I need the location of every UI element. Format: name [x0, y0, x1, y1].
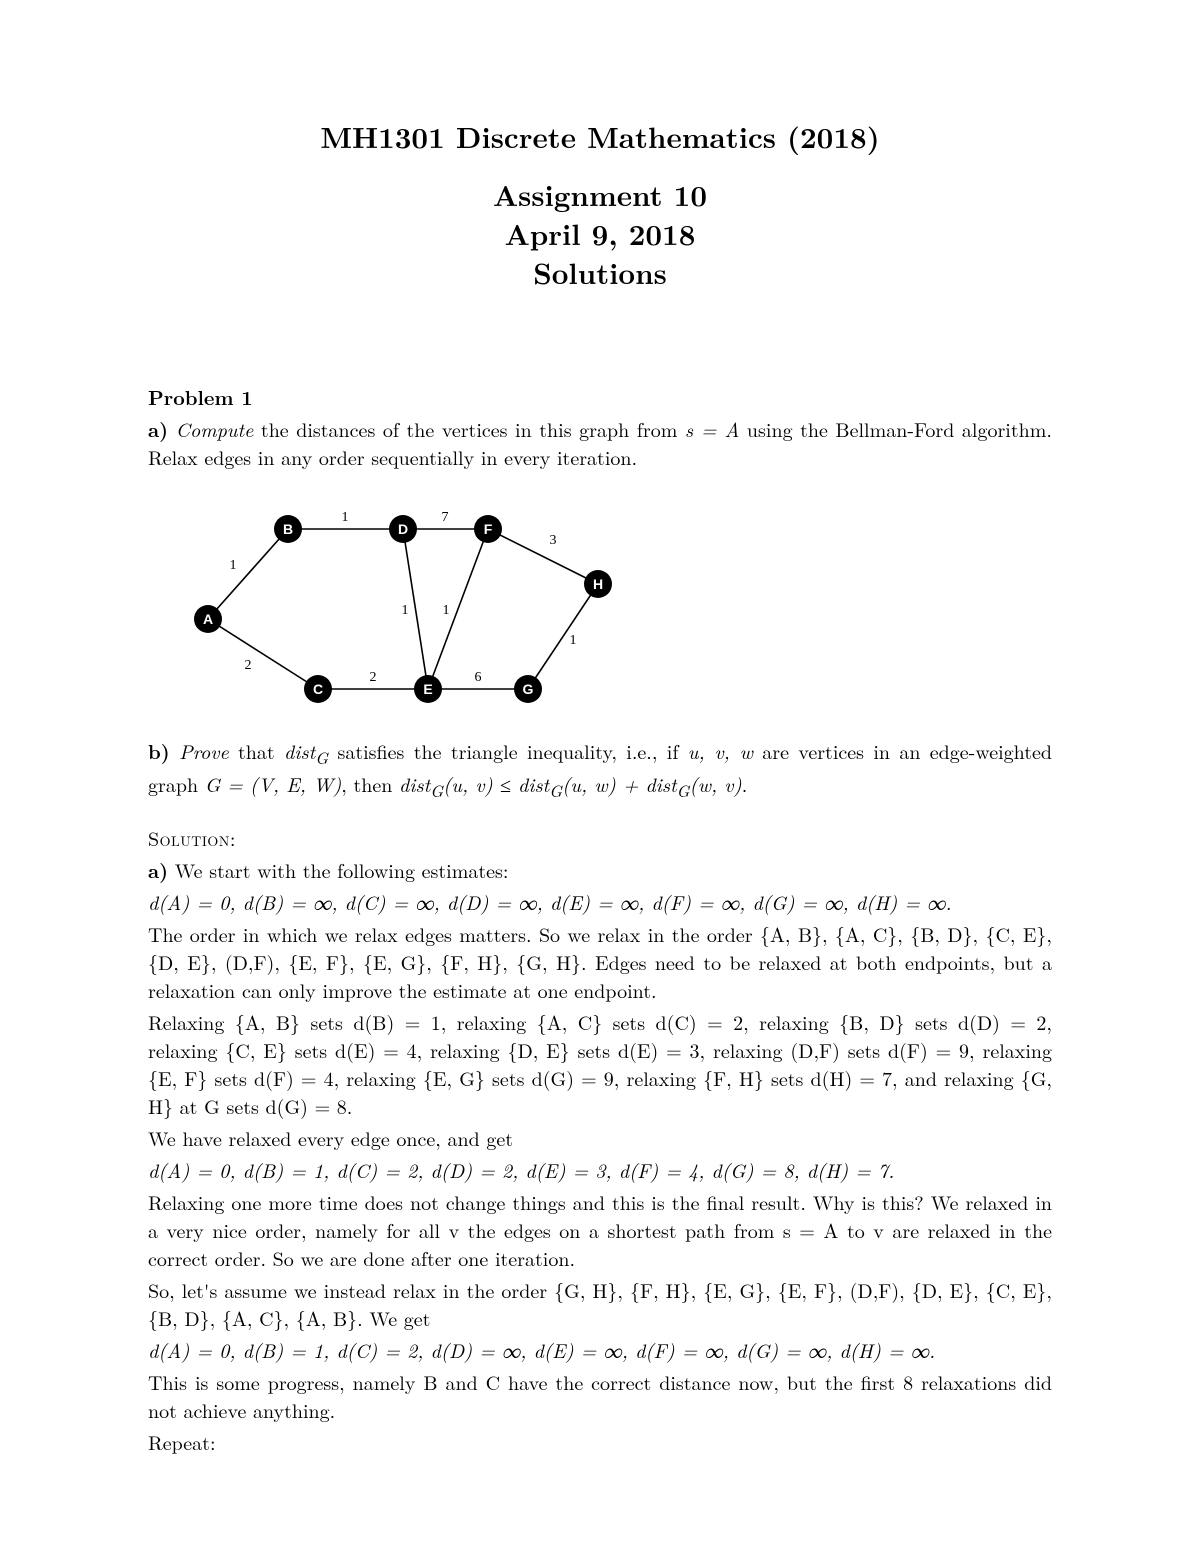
edge-weight-C-E: 2: [370, 670, 377, 685]
part-b-dist: distG: [284, 736, 328, 765]
node-label-A: A: [203, 611, 213, 627]
node-label-C: C: [313, 681, 323, 697]
part-b-verb: Prove: [179, 736, 229, 765]
part-a-verb: Compute: [176, 414, 254, 443]
sol-a-label: a): [148, 855, 168, 884]
edge-weight-D-F: 7: [442, 510, 449, 525]
assignment-title: Assignment 10: [148, 175, 1052, 214]
sol-a-l6: So, let's assume we instead relax in the…: [148, 1276, 1052, 1332]
part-b-label: b): [148, 736, 170, 765]
sol-a-l4: We have relaxed every edge once, and get: [148, 1124, 1052, 1152]
edge-weight-F-H: 3: [550, 533, 557, 548]
edge-weight-A-C: 2: [245, 658, 252, 673]
problem-a: a) Compute the distances of the vertices…: [148, 415, 1052, 471]
edge-E-F: [428, 529, 488, 689]
part-b-graph: G = (V, E, W): [205, 769, 342, 798]
node-label-D: D: [398, 521, 408, 537]
part-b-t2: satisfies the triangle inequality, i.e.,…: [328, 736, 688, 765]
sol-a-l8: Repeat:: [148, 1428, 1052, 1456]
sol-a-r2: d(A) = 0, d(B) = 1, d(C) = 2, d(D) = ∞, …: [148, 1336, 1052, 1364]
edge-A-B: [208, 529, 288, 619]
edge-weight-E-F: 1: [443, 603, 450, 618]
problem-label: Problem 1: [148, 382, 1052, 411]
node-label-E: E: [423, 681, 432, 697]
edge-weight-E-G: 6: [475, 670, 482, 685]
part-b-ineq: distG(u, v) ≤ distG(u, w) + distG(w, v): [399, 769, 742, 798]
part-b-t4: , then: [341, 769, 399, 798]
sol-a-r1: d(A) = 0, d(B) = 1, d(C) = 2, d(D) = 2, …: [148, 1156, 1052, 1184]
solution-block: Solution: a) We start with the following…: [148, 824, 1052, 1456]
solutions-title: Solutions: [148, 253, 1052, 292]
title-block: MH1301 Discrete Mathematics (2018) Assig…: [148, 115, 1052, 292]
edge-weight-G-H: 1: [570, 633, 577, 648]
sol-a-l1: We start with the following estimates:: [168, 855, 508, 884]
part-a-label: a): [148, 414, 168, 443]
node-label-B: B: [283, 521, 293, 537]
edge-G-H: [528, 584, 598, 689]
part-a-t1: the distances of the vertices in this gr…: [253, 414, 685, 443]
node-label-H: H: [593, 576, 603, 592]
sol-a-l3: Relaxing {A, B} sets d(B) = 1, relaxing …: [148, 1008, 1052, 1120]
edge-F-H: [488, 529, 598, 584]
edge-weight-D-E: 1: [402, 603, 409, 618]
edge-weight-A-B: 1: [230, 558, 237, 573]
problem-b: b) Prove that distG satisfies the triang…: [148, 737, 1052, 802]
edge-A-C: [208, 619, 318, 689]
graph-figure: A B C D E F G H 1 2 1 2 1 7 1 6 3 1: [178, 499, 1052, 719]
sol-a-l2: The order in which we relax edges matter…: [148, 920, 1052, 1004]
sol-a-est: d(A) = 0, d(B) = ∞, d(C) = ∞, d(D) = ∞, …: [148, 888, 1052, 916]
sol-a-l7: This is some progress, namely B and C ha…: [148, 1368, 1052, 1424]
graph-svg: A B C D E F G H 1 2 1 2 1 7 1 6 3 1: [178, 499, 638, 719]
node-label-G: G: [523, 681, 534, 697]
part-b-period: .: [742, 769, 748, 798]
part-b-uvw: u, v, w: [688, 736, 753, 765]
part-a-eq: s = A: [685, 414, 739, 443]
edge-weight-B-D: 1: [342, 510, 349, 525]
course-title: MH1301 Discrete Mathematics (2018): [148, 115, 1052, 157]
page: MH1301 Discrete Mathematics (2018) Assig…: [0, 0, 1200, 1553]
solution-heading: Solution:: [148, 823, 236, 852]
sol-a-l5: Relaxing one more time does not change t…: [148, 1188, 1052, 1272]
part-b-t1: that: [229, 736, 284, 765]
node-label-F: F: [484, 521, 493, 537]
date-title: April 9, 2018: [148, 214, 1052, 253]
